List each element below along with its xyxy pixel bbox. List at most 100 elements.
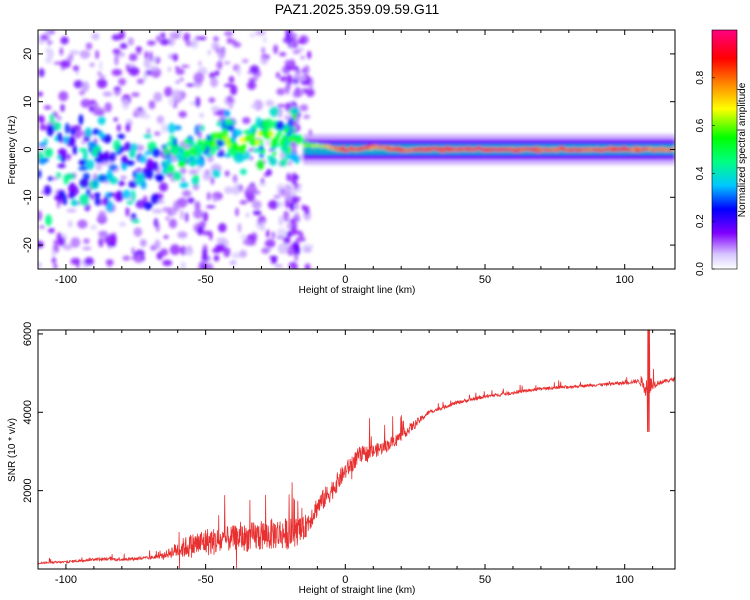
spectrogram-y-tick-label: -10 [22, 189, 34, 205]
spectrogram-energy-blob [78, 114, 84, 126]
spectrogram-x-tick-label: -100 [55, 274, 77, 286]
spectrogram-noise-blob [251, 200, 262, 210]
spectrogram-ridge-blob [279, 139, 285, 146]
spectrogram-noise-blob [47, 227, 55, 234]
spectrogram-noise-blob [116, 123, 121, 132]
spectrogram-noise-blob [69, 50, 80, 55]
spectrogram-noise-blob [248, 77, 259, 82]
spectrogram-noise-blob [260, 57, 268, 65]
spectrogram-energy-blob [239, 168, 247, 175]
spectrogram-noise-blob [66, 153, 70, 162]
spectrogram-noise-blob [127, 37, 134, 46]
spectrogram-noise-blob [276, 104, 287, 108]
spectrogram-noise-blob [143, 59, 151, 69]
spectrogram-noise-blob [284, 198, 290, 209]
spectrogram-noise-blob [229, 104, 233, 109]
spectrogram-x-tick-labels: -100 -50 0 50 100 [55, 274, 634, 286]
spectrogram-noise-blob [90, 224, 97, 230]
spectrogram-noise-blob [240, 234, 246, 239]
spectrogram-noise-blob [303, 65, 310, 74]
colorbar-tick-label: 0.4 [695, 166, 706, 180]
snr-y-tick-label: 6000 [22, 322, 34, 346]
spectrogram-noise-blob [164, 86, 173, 98]
colorbar: 0.0 0.2 0.4 0.6 0.8 Normalized spectral ampl… [695, 29, 748, 276]
spectrogram-noise-blob [180, 245, 187, 256]
spectrogram-noise-blob [239, 200, 248, 205]
spectrogram-noise-blob [193, 209, 204, 219]
spectrogram-noise-blob [212, 36, 219, 42]
spectrogram-noise-blob [171, 89, 182, 101]
spectrogram-noise-blob [235, 207, 239, 217]
spectrogram-noise-blob [178, 110, 187, 118]
spectrogram-noise-blob [262, 36, 267, 43]
spectrogram-noise-blob [196, 225, 204, 236]
spectrogram-energy-blob [106, 169, 113, 179]
spectrogram-noise-blob [39, 124, 48, 131]
spectrogram-noise-blob [56, 115, 62, 121]
spectrogram-x-tick-label: -50 [198, 274, 214, 286]
spectrogram-ridge-blob [239, 136, 245, 143]
spectrogram-noise-blob [44, 48, 50, 52]
spectrogram-noise-blob [249, 32, 256, 38]
figure-title: PAZ1.2025.359.09.59.G11 [275, 1, 440, 17]
spectrogram-energy-blob [130, 213, 137, 218]
spectrogram-noise-blob [300, 80, 310, 85]
spectrogram-ridge-blob [633, 146, 638, 150]
spectrogram-noise-blob [125, 123, 131, 132]
spectrogram-noise-blob [273, 195, 281, 199]
spectrogram-noise-blob [59, 47, 64, 56]
spectrogram-energy-blob [57, 163, 66, 169]
spectrogram-energy-blob [139, 155, 147, 164]
spectrogram-noise-blob [43, 105, 52, 110]
spectrogram-noise-blob [196, 165, 202, 173]
spectrogram-noise-blob [38, 240, 44, 249]
spectrogram-noise-blob [172, 53, 179, 62]
spectrogram-noise-blob [265, 229, 270, 238]
spectrogram-noise-blob [92, 110, 104, 116]
spectrogram-noise-blob [70, 237, 81, 248]
spectrogram-energy-blob [44, 147, 53, 158]
spectrogram-noise-blob [149, 51, 153, 61]
spectrogram-noise-blob [153, 218, 159, 228]
spectrogram-frame [37, 29, 676, 270]
spectrogram-energy-blob [79, 178, 89, 188]
spectrogram-noise-blob [122, 255, 131, 261]
spectrogram-energy-blob [279, 157, 288, 167]
spectrogram-noise-blob [184, 212, 189, 223]
spectrogram-noise-blob [217, 222, 227, 233]
spectrogram-noise-blob [288, 196, 293, 202]
spectrogram-noise-blob [128, 53, 138, 62]
spectrogram-ridge-blob [168, 157, 173, 164]
spectrogram-energy-blob [293, 107, 298, 114]
spectrogram-ridge-blob [161, 168, 166, 175]
spectrogram-energy-blob [146, 167, 154, 180]
spectrogram-noise-blob [213, 254, 220, 262]
spectrogram-noise-blob [261, 46, 266, 55]
spectrogram-energy-blob [108, 192, 115, 197]
spectrogram-noise-blob [199, 112, 205, 118]
spectrogram-ridge-blob [635, 149, 640, 153]
spectrogram-energy-blob [57, 132, 63, 142]
colorbar-tick-label: 0.6 [695, 118, 706, 132]
spectrogram-noise-blob [38, 115, 45, 125]
spectrogram-noise-blob [135, 46, 143, 53]
spectrogram-noise-blob [67, 220, 73, 228]
spectrogram-energy-blob [43, 185, 52, 196]
spectrogram-noise-blob [169, 244, 181, 256]
spectrogram-noise-blob [304, 205, 310, 215]
spectrogram-noise-blob [60, 36, 69, 45]
spectrogram-noise-blob [304, 263, 311, 269]
spectrogram-noise-blob [224, 186, 234, 195]
spectrogram-noise-blob [125, 206, 130, 217]
spectrogram-energy-blob [129, 148, 136, 159]
spectrogram-energy-blob [283, 140, 292, 147]
spectrogram-noise-blob [301, 204, 306, 211]
spectrogram-noise-blob [231, 252, 242, 259]
spectrogram-noise-blob [265, 238, 276, 248]
spectrogram-noise-blob [88, 105, 96, 113]
spectrogram-ridge-blob [177, 155, 182, 162]
spectrogram-noise-blob [154, 239, 161, 250]
spectrogram-noise-blob [187, 197, 195, 204]
spectrogram-noise-blob [290, 58, 294, 66]
